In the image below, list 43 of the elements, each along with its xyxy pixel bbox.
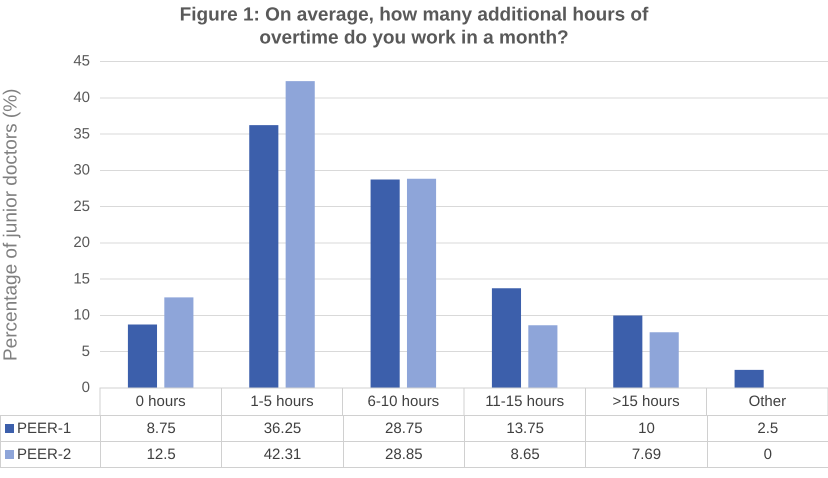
- y-tick-label: 45: [73, 52, 90, 70]
- data-label: 42.31: [222, 442, 344, 468]
- x-tick-label: 6-10 hours: [367, 393, 440, 410]
- bar: [613, 315, 642, 388]
- bar: [249, 125, 278, 388]
- bar: [406, 178, 436, 388]
- data-label: 10: [586, 416, 708, 442]
- bar: [492, 288, 522, 388]
- x-tick-label: Other: [748, 393, 786, 410]
- data-label: 7.69: [586, 442, 708, 468]
- bar: [650, 332, 679, 388]
- data-label: 8.65: [464, 442, 586, 468]
- data-label: 13.75: [464, 416, 586, 442]
- x-tick-label: >15 hours: [612, 393, 680, 410]
- data-label: 2.5: [707, 416, 828, 442]
- y-tick-label: 0: [82, 379, 90, 396]
- y-tick-label: 40: [73, 89, 90, 106]
- y-tick-label: 10: [73, 306, 90, 324]
- data-label: 28.75: [343, 416, 464, 442]
- y-tick-label: 15: [73, 270, 90, 288]
- data-label: 36.25: [222, 416, 344, 442]
- bar: [128, 324, 158, 388]
- x-tick-label: 11-15 hours: [485, 393, 564, 410]
- bar: [528, 325, 558, 388]
- y-axis-title: Percentage of junior doctors (%): [0, 88, 22, 362]
- y-tick-label: 30: [73, 162, 90, 179]
- chart-title: Figure 1: On average, how many additional hours of overtime do you work in a month?: [180, 4, 650, 48]
- data-label: 8.75: [100, 416, 222, 442]
- y-tick-label: 5: [82, 342, 90, 360]
- bar: [370, 179, 400, 388]
- x-tick-label: 0 hours: [136, 393, 186, 410]
- data-label: 12.5: [100, 442, 222, 468]
- bar: [286, 81, 315, 388]
- data-label: 28.85: [343, 442, 464, 468]
- data-label: 0: [707, 442, 828, 468]
- legend-label: PEER-2: [0, 442, 100, 468]
- y-tick-label: 35: [73, 125, 90, 142]
- bar: [164, 297, 194, 388]
- y-tick-label: 20: [73, 234, 90, 252]
- legend-label: PEER-1: [0, 416, 100, 442]
- x-tick-label: 1-5 hours: [250, 393, 314, 410]
- y-tick-label: 25: [73, 198, 90, 215]
- bar: [734, 370, 764, 388]
